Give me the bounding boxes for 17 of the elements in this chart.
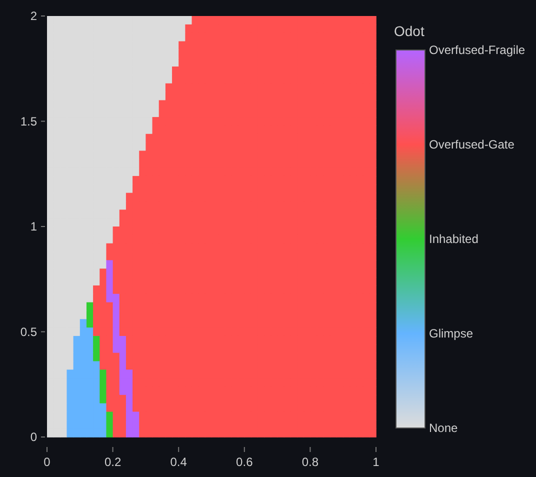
x-tick-label: 0.2 (104, 455, 122, 469)
y-tick-label: 0 (30, 430, 38, 444)
x-tick-label: 0.8 (302, 455, 319, 469)
x-tick-label: 0.4 (170, 455, 188, 469)
y-tick-label: 0.5 (20, 324, 38, 339)
color-bar-label: Inhabited (429, 232, 478, 246)
x-tick-label: 0 (44, 455, 51, 469)
color-bar-title: Odot (394, 23, 424, 39)
color-bar-label: None (429, 421, 458, 436)
x-tick-label: 0.6 (236, 455, 254, 469)
color-bar-label: Overfused-Gate (429, 138, 515, 152)
color-bar-label: Glimpse (429, 326, 474, 341)
color-bar-label: Overfused-Fragile (429, 43, 526, 58)
x-tick-label: 1 (372, 455, 380, 469)
y-tick-label: 1.5 (20, 114, 38, 128)
y-tick-label: 1 (30, 220, 38, 234)
y-tick-label: 2 (30, 9, 38, 24)
